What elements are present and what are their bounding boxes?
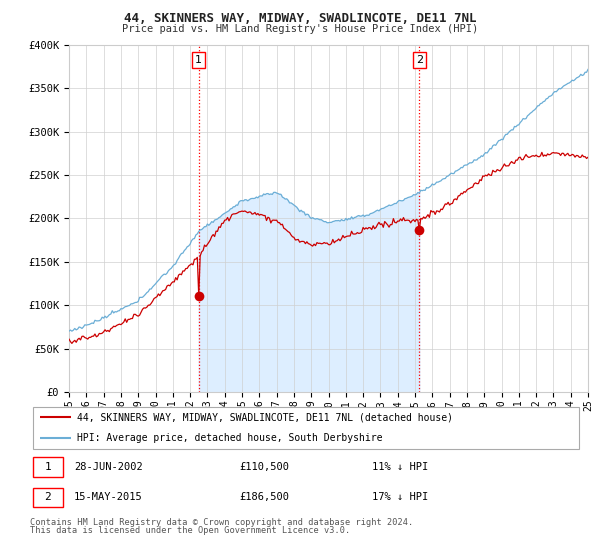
Text: 44, SKINNERS WAY, MIDWAY, SWADLINCOTE, DE11 7NL: 44, SKINNERS WAY, MIDWAY, SWADLINCOTE, D… bbox=[124, 12, 476, 25]
Text: 17% ↓ HPI: 17% ↓ HPI bbox=[372, 492, 428, 502]
Text: Contains HM Land Registry data © Crown copyright and database right 2024.: Contains HM Land Registry data © Crown c… bbox=[30, 518, 413, 527]
Text: 28-JUN-2002: 28-JUN-2002 bbox=[74, 462, 143, 472]
Text: 1: 1 bbox=[44, 462, 52, 472]
Text: £110,500: £110,500 bbox=[240, 462, 290, 472]
Text: 2: 2 bbox=[44, 492, 52, 502]
Text: 2: 2 bbox=[416, 55, 423, 65]
Text: 15-MAY-2015: 15-MAY-2015 bbox=[74, 492, 143, 502]
Text: £186,500: £186,500 bbox=[240, 492, 290, 502]
Text: 1: 1 bbox=[195, 55, 202, 65]
FancyBboxPatch shape bbox=[33, 458, 63, 477]
FancyBboxPatch shape bbox=[33, 488, 63, 507]
Text: 44, SKINNERS WAY, MIDWAY, SWADLINCOTE, DE11 7NL (detached house): 44, SKINNERS WAY, MIDWAY, SWADLINCOTE, D… bbox=[77, 412, 453, 422]
Text: This data is licensed under the Open Government Licence v3.0.: This data is licensed under the Open Gov… bbox=[30, 526, 350, 535]
FancyBboxPatch shape bbox=[33, 407, 579, 449]
Text: 11% ↓ HPI: 11% ↓ HPI bbox=[372, 462, 428, 472]
Text: HPI: Average price, detached house, South Derbyshire: HPI: Average price, detached house, Sout… bbox=[77, 433, 382, 444]
Text: Price paid vs. HM Land Registry's House Price Index (HPI): Price paid vs. HM Land Registry's House … bbox=[122, 24, 478, 34]
